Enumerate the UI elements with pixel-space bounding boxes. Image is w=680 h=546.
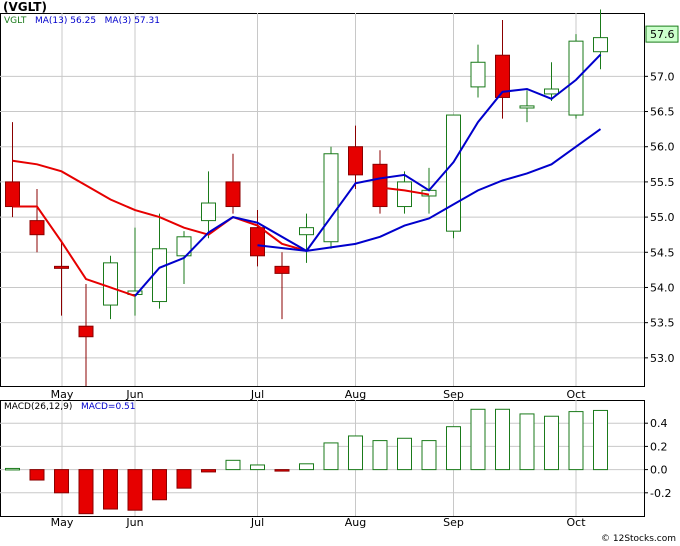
ma-red-line bbox=[12, 159, 307, 252]
macd-bar bbox=[348, 435, 363, 471]
price-x-tick-label: Jul bbox=[250, 388, 264, 401]
price-tick-label: 53.5 bbox=[650, 317, 675, 330]
candle-up bbox=[152, 248, 167, 303]
macd-x-tick-label: May bbox=[51, 516, 74, 529]
macd-bar bbox=[519, 413, 535, 471]
candle-down bbox=[225, 181, 241, 208]
price-x-tick-label: Jun bbox=[125, 388, 143, 401]
macd-bar bbox=[372, 440, 388, 471]
macd-bar bbox=[201, 469, 216, 473]
price-tick-label: 55.5 bbox=[650, 176, 675, 189]
ma-red-line-right bbox=[379, 186, 430, 196]
macd-bar bbox=[470, 408, 486, 471]
price-x-tick-label: Aug bbox=[345, 388, 366, 401]
price-x-tick-label: Oct bbox=[566, 388, 586, 401]
candle-up bbox=[397, 181, 412, 208]
price-plot-frame bbox=[0, 13, 645, 387]
macd-bar bbox=[176, 469, 192, 489]
macd-bar bbox=[54, 469, 69, 494]
candle-down bbox=[5, 181, 20, 208]
price-legend: VGLT MA(13) 56.25 MA(3) 57.31 bbox=[4, 16, 160, 26]
candle-up bbox=[299, 227, 314, 236]
candle-up bbox=[446, 114, 461, 232]
macd-bar bbox=[544, 415, 559, 471]
macd-legend: MACD(26,12,9) MACD=0.51 bbox=[4, 402, 136, 412]
candle-up bbox=[470, 61, 486, 88]
macd-bar bbox=[568, 411, 584, 471]
watermark: © 12Stocks.com bbox=[601, 534, 676, 544]
candle-down bbox=[495, 54, 510, 98]
macd-x-tick-label: Oct bbox=[566, 516, 586, 529]
candle-down bbox=[78, 325, 94, 338]
macd-x-tick-label: Jul bbox=[250, 516, 264, 529]
candle-up bbox=[593, 37, 608, 53]
macd-bar bbox=[127, 469, 143, 511]
macd-bar bbox=[323, 442, 339, 471]
last-price-label: 57.6 bbox=[650, 28, 675, 41]
macd-bar bbox=[29, 469, 45, 481]
candle-up bbox=[176, 236, 192, 257]
macd-bar bbox=[446, 426, 461, 471]
ma3-line bbox=[134, 53, 602, 297]
price-tick-label: 57.0 bbox=[650, 70, 675, 83]
candle-down bbox=[372, 163, 388, 208]
macd-tick-label: -0.2 bbox=[650, 487, 671, 500]
candle-up bbox=[568, 40, 584, 116]
candle-down bbox=[348, 146, 363, 176]
candle-up bbox=[519, 105, 535, 109]
macd-bar bbox=[5, 467, 20, 471]
price-tick-label: 53.0 bbox=[650, 352, 675, 365]
candle-down bbox=[54, 265, 69, 269]
macd-legend-value: MACD=0.51 bbox=[80, 402, 136, 412]
price-x-tick-label: May bbox=[51, 388, 74, 401]
ma-red-line-left bbox=[12, 205, 136, 297]
price-panel: 53.0 53.5 54.0 54.5 55.0 55.5 56.0 56.5 57.0 May J… bbox=[0, 9, 679, 401]
legend-ma3-value: 57.31 bbox=[134, 16, 160, 26]
legend-ma13-label: MA(13) bbox=[35, 16, 68, 26]
price-tick-label: 55.0 bbox=[650, 211, 675, 224]
macd-x-tick-label: Sep bbox=[443, 516, 464, 529]
legend-ma13-value: 56.25 bbox=[70, 16, 97, 26]
price-x-tick-label: Sep bbox=[443, 388, 464, 401]
macd-tick-label: 0.0 bbox=[650, 464, 668, 477]
macd-tick-label: 0.4 bbox=[650, 417, 668, 430]
macd-bar bbox=[250, 464, 265, 471]
chart-title: (VGLT) bbox=[3, 0, 47, 14]
macd-bar bbox=[103, 469, 118, 510]
candle-down bbox=[250, 227, 265, 257]
last-price-box bbox=[645, 25, 679, 43]
macd-legend-label: MACD(26,12,9) bbox=[4, 402, 73, 412]
macd-bar bbox=[274, 469, 290, 472]
candle-up bbox=[544, 88, 559, 95]
candle-up bbox=[103, 262, 118, 306]
price-tick-label: 54.0 bbox=[650, 281, 675, 294]
macd-bar bbox=[78, 469, 94, 515]
macd-panel: -0.2 0.0 0.2 0.4 May Jun Jul Aug Sep Oct bbox=[0, 400, 671, 529]
legend-ma3-label: MA(3) bbox=[104, 16, 132, 26]
macd-tick-label: 0.2 bbox=[650, 440, 668, 453]
candle-down bbox=[29, 220, 45, 236]
candle-up bbox=[201, 202, 216, 222]
ma13-line bbox=[257, 128, 602, 252]
legend-ticker: VGLT bbox=[4, 16, 27, 26]
price-tick-label: 54.5 bbox=[650, 246, 675, 259]
price-tick-label: 56.0 bbox=[650, 141, 675, 154]
macd-x-tick-label: Jun bbox=[125, 516, 143, 529]
macd-x-tick-label: Aug bbox=[345, 516, 366, 529]
candle-up bbox=[323, 153, 339, 243]
macd-bar bbox=[299, 463, 314, 471]
macd-bar bbox=[225, 459, 241, 471]
macd-bar bbox=[152, 469, 167, 501]
price-tick-label: 56.5 bbox=[650, 106, 675, 119]
macd-bar bbox=[593, 409, 608, 471]
macd-bar bbox=[421, 440, 437, 471]
candle-down bbox=[274, 265, 290, 274]
macd-bar bbox=[495, 408, 510, 471]
macd-bar bbox=[397, 437, 412, 471]
